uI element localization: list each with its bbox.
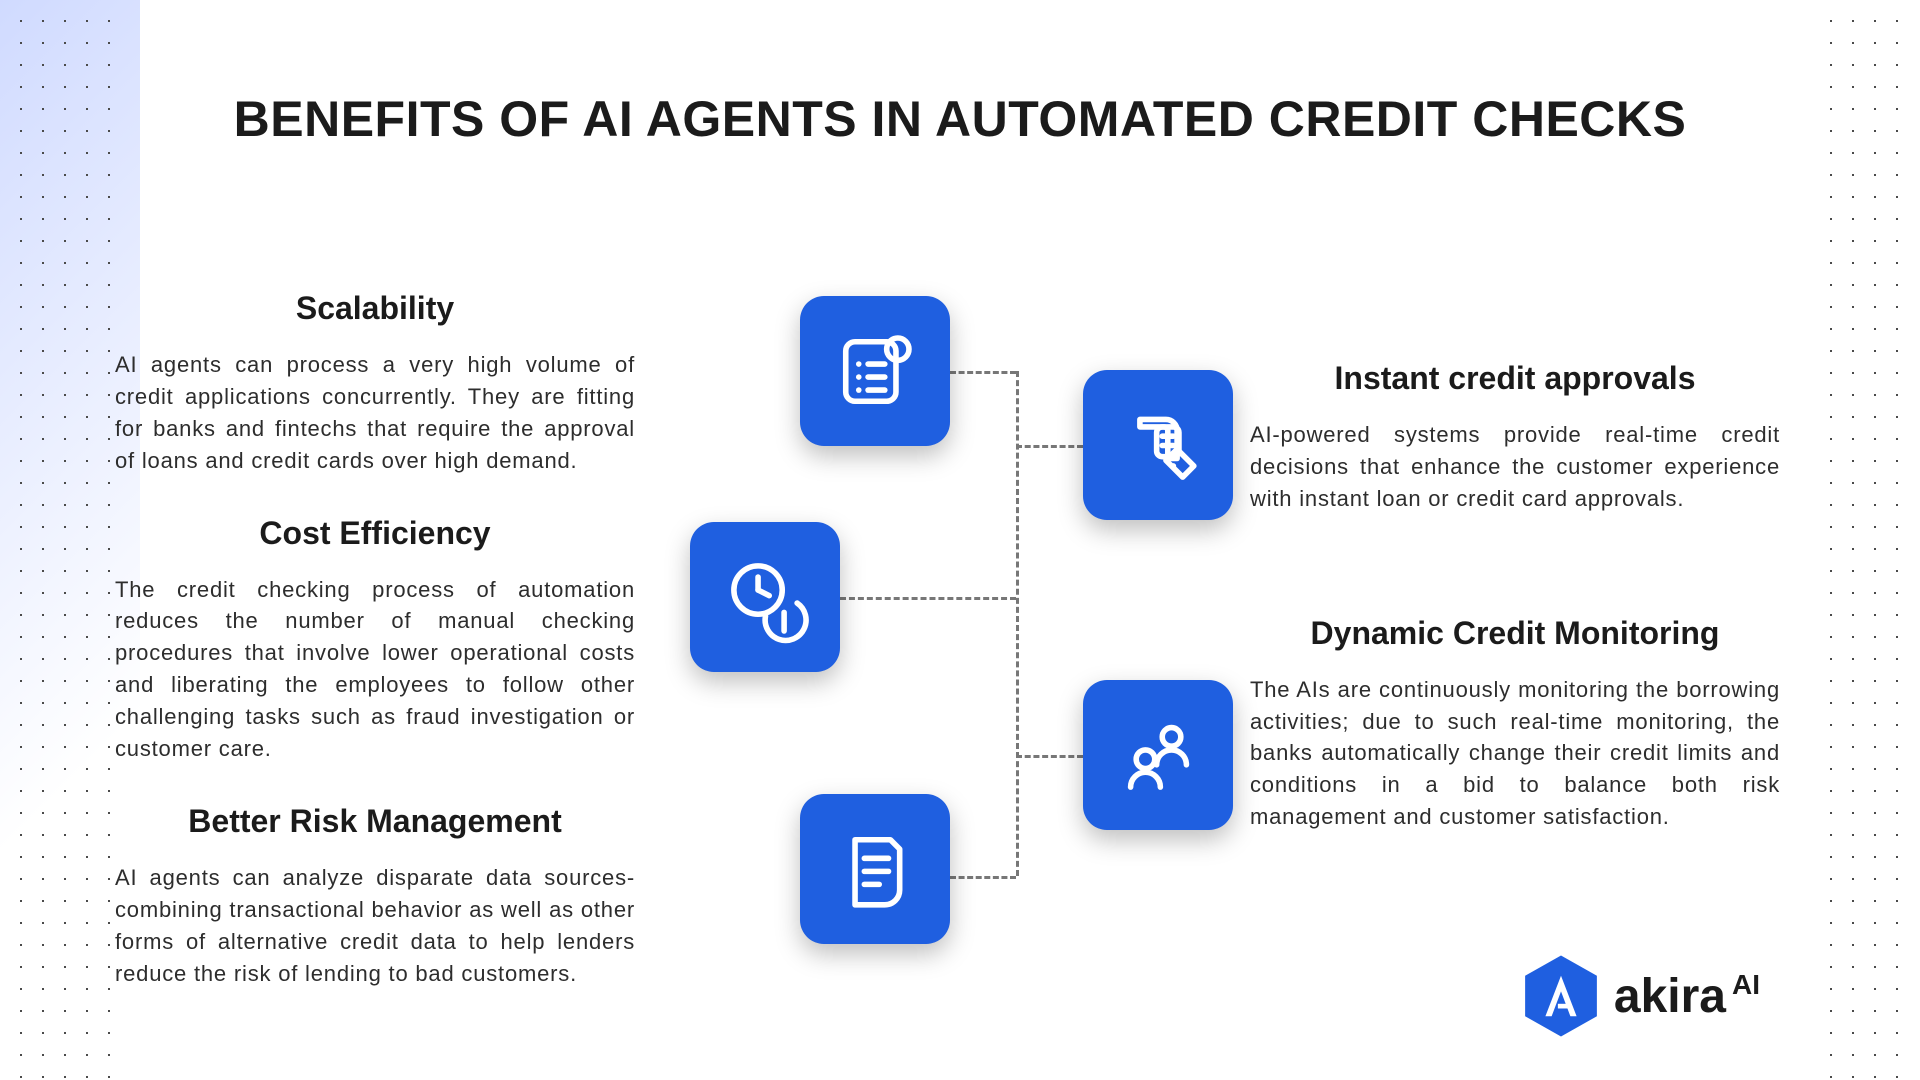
- right-column: Instant credit approvals AI-powered syst…: [1250, 360, 1780, 871]
- brand-logo: akira AI: [1522, 952, 1760, 1040]
- section-body: AI-powered systems provide real-time cre…: [1250, 419, 1780, 515]
- checklist-icon: [800, 296, 950, 446]
- section-title: Cost Efficiency: [115, 515, 635, 552]
- section-title: Instant credit approvals: [1250, 360, 1780, 397]
- section-instant-approvals: Instant credit approvals AI-powered syst…: [1250, 360, 1780, 515]
- logo-text: akira AI: [1614, 969, 1760, 1024]
- page-title: BENEFITS OF AI AGENTS IN AUTOMATED CREDI…: [234, 90, 1687, 148]
- clock-coin-icon: [690, 522, 840, 672]
- document-icon: [800, 794, 950, 944]
- left-column: Scalability AI agents can process a very…: [115, 290, 635, 1027]
- logo-hex-icon: [1522, 952, 1600, 1040]
- section-body: The AIs are continuously monitoring the …: [1250, 674, 1780, 833]
- document-tag-icon: [1083, 370, 1233, 520]
- section-body: AI agents can process a very high volume…: [115, 349, 635, 477]
- section-title: Dynamic Credit Monitoring: [1250, 615, 1780, 652]
- section-title: Scalability: [115, 290, 635, 327]
- logo-word: akira: [1614, 969, 1726, 1024]
- section-body: AI agents can analyze disparate data sou…: [115, 862, 635, 990]
- section-body: The credit checking process of automatio…: [115, 574, 635, 765]
- logo-superscript: AI: [1732, 969, 1760, 1001]
- section-cost-efficiency: Cost Efficiency The credit checking proc…: [115, 515, 635, 765]
- section-title: Better Risk Management: [115, 803, 635, 840]
- section-dynamic-monitoring: Dynamic Credit Monitoring The AIs are co…: [1250, 615, 1780, 833]
- section-risk-management: Better Risk Management AI agents can ana…: [115, 803, 635, 990]
- section-scalability: Scalability AI agents can process a very…: [115, 290, 635, 477]
- decorative-dots-right: [1820, 0, 1920, 1080]
- people-icon: [1083, 680, 1233, 830]
